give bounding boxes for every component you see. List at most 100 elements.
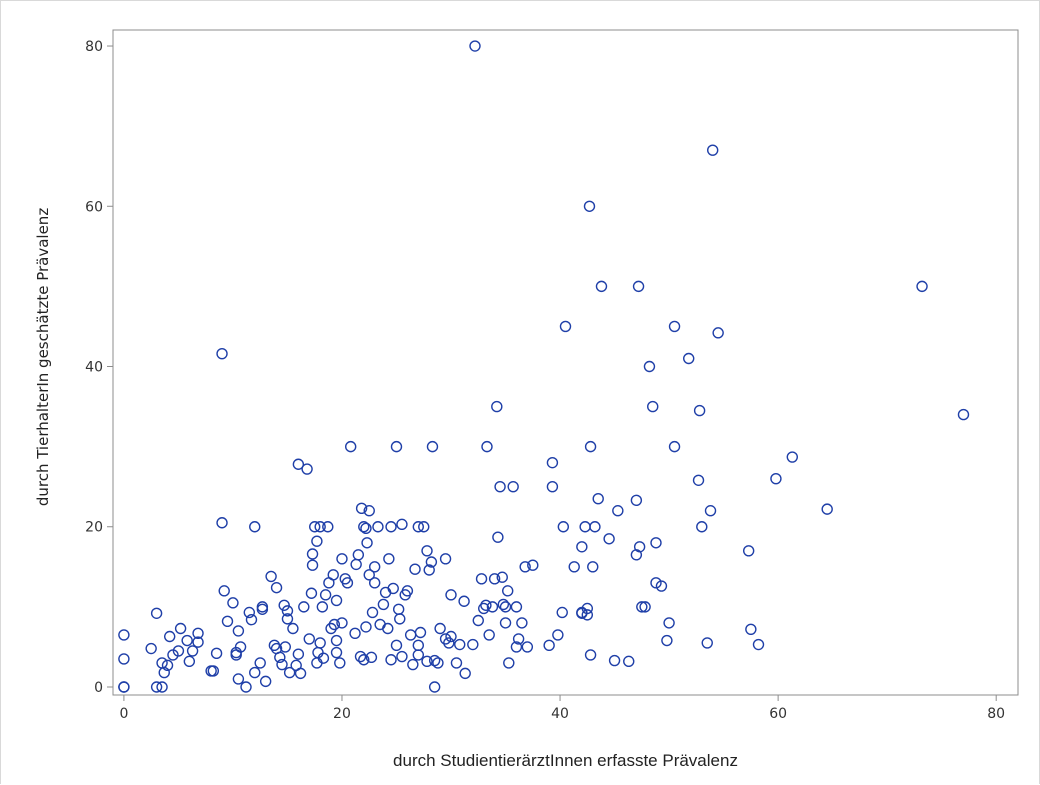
data-point bbox=[352, 549, 365, 561]
data-point bbox=[379, 586, 392, 599]
data-point bbox=[390, 639, 403, 652]
data-point bbox=[496, 571, 508, 583]
data-point bbox=[556, 606, 568, 619]
data-point bbox=[218, 585, 230, 597]
data-point bbox=[336, 553, 348, 565]
data-point bbox=[770, 472, 782, 485]
data-point bbox=[472, 614, 484, 627]
data-point bbox=[668, 320, 681, 333]
data-point bbox=[303, 633, 315, 645]
data-point bbox=[259, 675, 272, 688]
data-point bbox=[696, 521, 708, 533]
data-point bbox=[404, 629, 417, 641]
data-point bbox=[158, 666, 170, 679]
y-axis-label: durch TierhalterIn geschätzte Prävalenz bbox=[34, 208, 52, 506]
data-point bbox=[467, 638, 479, 651]
data-point bbox=[314, 637, 326, 649]
data-point bbox=[207, 665, 220, 677]
data-point bbox=[663, 617, 675, 629]
data-point bbox=[701, 637, 713, 649]
data-point bbox=[510, 601, 523, 613]
data-point bbox=[186, 645, 199, 657]
data-point bbox=[584, 649, 597, 661]
data-point bbox=[712, 327, 724, 339]
data-point bbox=[234, 641, 247, 653]
x-tick-label: 40 bbox=[551, 706, 569, 722]
data-point bbox=[118, 653, 130, 665]
data-point bbox=[330, 646, 343, 659]
data-point bbox=[401, 585, 414, 597]
data-point bbox=[510, 641, 523, 653]
data-point bbox=[278, 599, 290, 611]
axis-ticks: 0 20 40 60 80 0 20 40 60 80 bbox=[85, 39, 1005, 722]
plot-area-frame bbox=[112, 29, 1019, 696]
data-point bbox=[394, 613, 406, 625]
data-point bbox=[358, 654, 370, 666]
x-tick-label: 20 bbox=[333, 706, 351, 722]
data-point bbox=[454, 638, 466, 651]
data-point bbox=[322, 521, 334, 533]
data-point bbox=[546, 456, 559, 469]
data-point bbox=[368, 561, 381, 573]
y-tick-label: 60 bbox=[85, 199, 103, 215]
data-point bbox=[374, 618, 386, 631]
data-point bbox=[559, 320, 572, 333]
data-point bbox=[692, 474, 705, 486]
data-point bbox=[543, 639, 555, 652]
data-point bbox=[581, 609, 594, 621]
data-point bbox=[683, 352, 695, 365]
data-point bbox=[382, 622, 394, 635]
data-point bbox=[306, 559, 319, 571]
data-point bbox=[459, 667, 471, 680]
x-tick-label: 80 bbox=[987, 706, 1005, 722]
data-point bbox=[587, 561, 599, 573]
data-point bbox=[428, 654, 441, 667]
data-point bbox=[706, 144, 719, 156]
data-point bbox=[639, 601, 651, 613]
data-point bbox=[317, 652, 330, 664]
data-point bbox=[330, 594, 343, 607]
data-point bbox=[693, 404, 706, 417]
data-point bbox=[521, 641, 534, 653]
data-points bbox=[118, 40, 970, 693]
x-tick-label: 60 bbox=[769, 706, 787, 722]
data-point bbox=[118, 629, 130, 641]
data-point bbox=[192, 627, 204, 640]
data-point bbox=[480, 599, 492, 611]
data-point bbox=[305, 587, 318, 599]
data-point bbox=[592, 493, 604, 505]
x-tick-label: 0 bbox=[119, 706, 128, 722]
data-point bbox=[704, 505, 717, 517]
data-point bbox=[265, 570, 277, 583]
data-point bbox=[363, 569, 375, 581]
data-point bbox=[344, 440, 357, 453]
data-point bbox=[661, 634, 673, 647]
data-point bbox=[512, 633, 525, 645]
data-point bbox=[309, 521, 321, 533]
data-point bbox=[232, 625, 245, 637]
data-point bbox=[650, 537, 662, 549]
data-point bbox=[270, 581, 283, 594]
data-point bbox=[581, 602, 594, 615]
data-point bbox=[268, 639, 281, 652]
data-point bbox=[287, 622, 299, 635]
data-point bbox=[294, 667, 307, 680]
data-point bbox=[668, 440, 681, 453]
data-point bbox=[426, 440, 439, 453]
data-point bbox=[475, 573, 488, 585]
data-point bbox=[385, 521, 397, 533]
data-point bbox=[385, 654, 397, 666]
data-point bbox=[283, 666, 296, 679]
data-point bbox=[507, 480, 519, 493]
data-point bbox=[650, 577, 662, 589]
data-point bbox=[350, 558, 362, 571]
data-point bbox=[439, 553, 452, 565]
data-point bbox=[557, 521, 570, 533]
data-point bbox=[497, 598, 510, 611]
data-point bbox=[292, 458, 305, 470]
data-point bbox=[458, 595, 470, 607]
data-point bbox=[301, 463, 313, 475]
data-point bbox=[256, 603, 269, 615]
data-point bbox=[603, 533, 615, 545]
